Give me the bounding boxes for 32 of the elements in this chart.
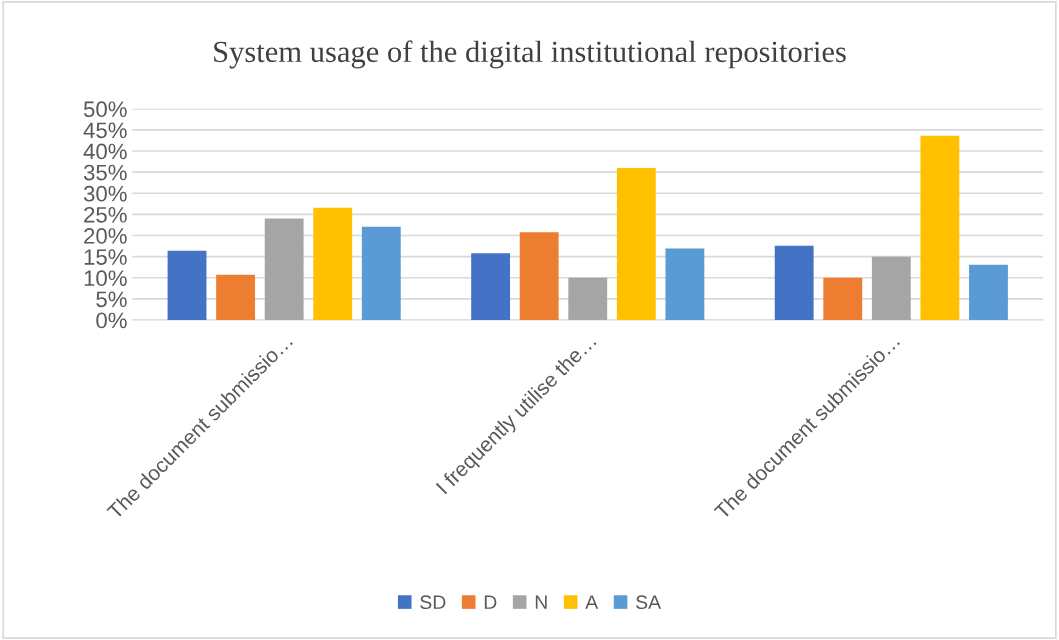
bar	[471, 253, 511, 320]
bar	[313, 207, 353, 320]
y-tick-label: 0%	[96, 312, 127, 329]
y-tick-label: 20%	[84, 228, 127, 244]
bar	[616, 167, 656, 320]
bar	[871, 256, 911, 320]
bar	[216, 274, 256, 320]
y-tick-label: 10%	[84, 270, 127, 287]
bar	[774, 245, 814, 320]
y-tick-label: 30%	[83, 185, 127, 202]
legend-label: SD	[420, 595, 446, 610]
bar	[568, 277, 608, 320]
legend-label: D	[484, 595, 497, 609]
bar	[920, 135, 960, 320]
y-tick-label: 25%	[84, 206, 127, 223]
y-tick-label: 50%	[83, 101, 127, 118]
y-tick-label: 5%	[96, 291, 127, 308]
chart-title: System usage of the digital institutional repositories	[214, 40, 846, 69]
y-tick-label: 40%	[83, 143, 127, 160]
legend-label: SA	[636, 595, 662, 610]
bar	[264, 218, 304, 320]
y-tick-label: 45%	[83, 122, 127, 139]
bar	[823, 277, 863, 320]
legend-label: N	[535, 595, 547, 609]
bar	[665, 248, 705, 320]
legend-label: A	[585, 595, 599, 609]
bar	[361, 226, 401, 320]
bar	[519, 232, 559, 320]
bar	[167, 250, 207, 320]
y-tick-label: 35%	[83, 164, 127, 181]
bar	[969, 264, 1008, 320]
y-tick-label: 15%	[84, 249, 127, 265]
